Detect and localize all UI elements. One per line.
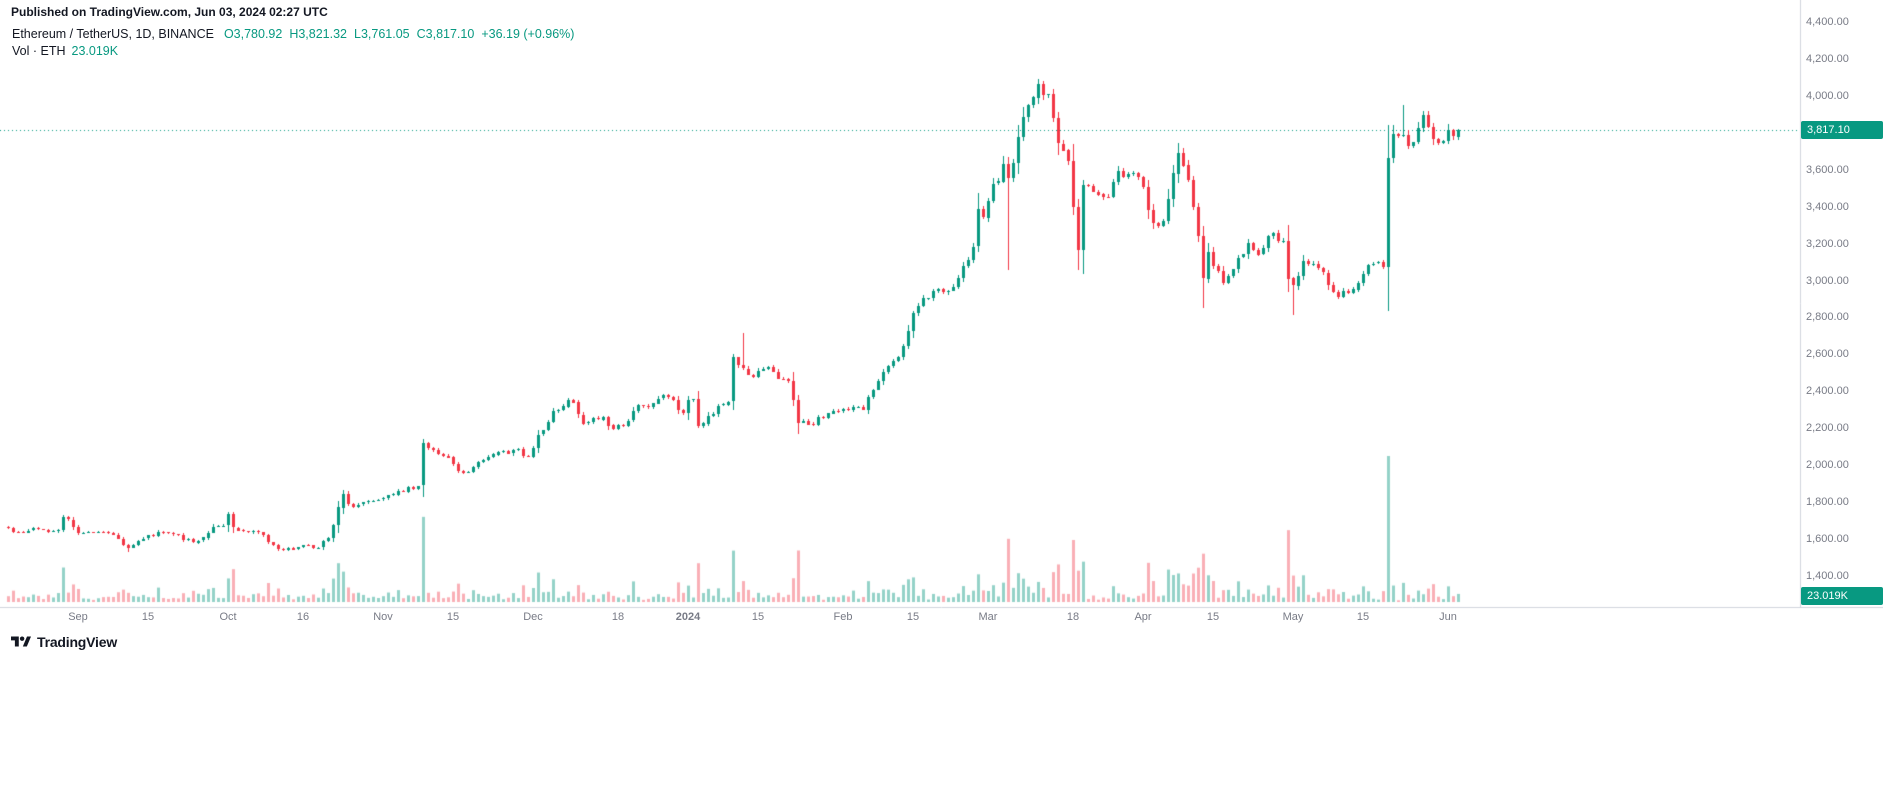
price-tick-label: 1,800.00 (1806, 496, 1849, 509)
legend-symbol-row: Ethereum / TetherUS, 1D, BINANCE O3,780.9… (12, 26, 581, 43)
time-tick-label: May (1282, 611, 1304, 623)
price-tick-label: 4,400.00 (1806, 16, 1849, 28)
price-tick-label: 2,400.00 (1806, 385, 1849, 398)
ohlc-close: C3,817.10 (416, 27, 475, 41)
time-tick-label: 16 (296, 611, 310, 623)
time-tick-label: 2024 (675, 611, 701, 623)
time-tick-label: 15 (1356, 611, 1370, 623)
volume-label: Vol · ETH (12, 44, 66, 58)
price-tick-label: 4,200.00 (1806, 52, 1849, 65)
time-tick-label: 15 (141, 611, 155, 623)
price-tick-label: 2,600.00 (1806, 348, 1849, 361)
last-price-badge: 3,817.10 (1801, 121, 1883, 139)
time-tick-label: Apr (1134, 611, 1152, 623)
time-tick-label: Mar (978, 611, 998, 623)
tradingview-logo-icon (11, 636, 31, 647)
ohlc-high: H3,821.32 (289, 27, 348, 41)
price-tick-label: 3,600.00 (1806, 163, 1849, 176)
time-tick-label: Nov (373, 611, 393, 623)
price-tick-label: 2,800.00 (1806, 311, 1849, 324)
price-tick-label: 1,600.00 (1806, 533, 1849, 546)
legend-volume-row: Vol · ETH 23.019K (12, 43, 581, 60)
price-tick-label: 2,200.00 (1806, 422, 1849, 435)
time-tick-label: 18 (1066, 611, 1080, 623)
volume-value: 23.019K (71, 44, 119, 58)
chart-legend: Ethereum / TetherUS, 1D, BINANCE O3,780.9… (12, 26, 581, 60)
time-tick-label: Jun (1439, 611, 1457, 623)
ohlc-low: L3,761.05 (354, 27, 410, 41)
attribution-text: Published on TradingView.com, Jun 03, 20… (11, 5, 328, 19)
price-tick-label: 2,000.00 (1806, 459, 1849, 472)
time-tick-label: 15 (751, 611, 765, 623)
time-tick-label: Sep (68, 611, 88, 623)
tradingview-logo-text: TradingView (37, 634, 118, 650)
tradingview-logo[interactable]: TradingView (11, 634, 117, 650)
time-tick-label: 15 (906, 611, 920, 623)
price-tick-label: 4,000.00 (1806, 89, 1849, 102)
price-tick-label: 3,200.00 (1806, 237, 1849, 250)
change-value: +36.19 (+0.96%) (481, 27, 575, 41)
time-tick-label: 18 (611, 611, 625, 623)
price-tick-label: 1,400.00 (1806, 570, 1849, 582)
ohlc-open: O3,780.92 (223, 27, 283, 41)
time-tick-label: Oct (219, 611, 237, 623)
time-tick-label: 15 (1206, 611, 1220, 623)
time-tick-label: 15 (446, 611, 460, 623)
candlestick-chart-canvas[interactable] (0, 0, 1883, 650)
last-volume-badge: 23.019K (1801, 587, 1883, 605)
time-tick-label: Dec (523, 611, 543, 623)
time-tick-label: Feb (833, 611, 853, 623)
price-tick-label: 3,000.00 (1806, 274, 1849, 287)
price-tick-label: 3,400.00 (1806, 200, 1849, 213)
symbol-title[interactable]: Ethereum / TetherUS, 1D, BINANCE (12, 27, 214, 41)
